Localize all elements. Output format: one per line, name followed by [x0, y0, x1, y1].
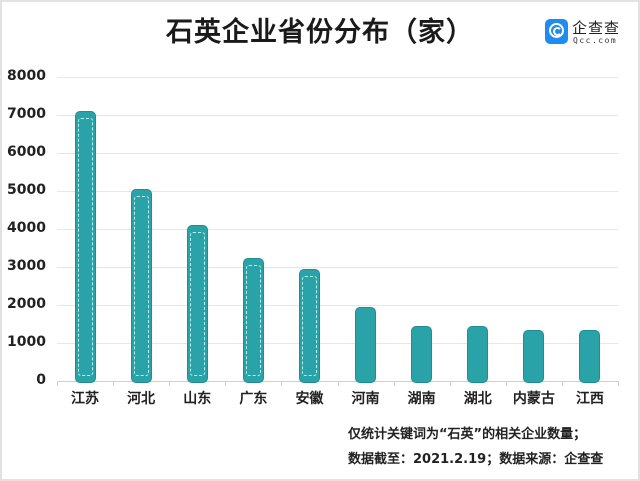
x-tick-label: 湖南 [407, 391, 436, 407]
x-tick-label: 湖北 [463, 391, 492, 407]
x-tick [281, 381, 283, 386]
bar-1 [130, 189, 152, 383]
y-tick-label: 1000 [7, 334, 46, 350]
x-tick [393, 381, 395, 386]
bar-6 [411, 325, 433, 383]
bar-5 [355, 306, 377, 383]
x-tick [449, 381, 451, 386]
chart-title: 石英企业省份分布（家） [166, 17, 474, 48]
x-tick-label: 内蒙古 [512, 391, 555, 407]
x-tick-label: 安徽 [295, 391, 324, 407]
gridline [57, 229, 618, 230]
y-tick-label: 0 [36, 372, 46, 388]
bar-0 [74, 111, 96, 383]
gridline [57, 267, 618, 268]
x-tick [337, 381, 339, 386]
bar-8 [523, 330, 545, 383]
x-tick [57, 381, 58, 386]
x-tick [505, 381, 507, 386]
bar-7 [467, 326, 489, 383]
gridline [57, 305, 618, 306]
x-tick-label: 江西 [575, 391, 604, 407]
y-tick-label: 6000 [7, 144, 46, 160]
gridline [57, 153, 618, 154]
qcc-logo: 企查查 Qcc.com [545, 17, 635, 49]
x-tick-label: 山东 [183, 391, 212, 407]
y-tick-label: 2000 [7, 296, 46, 312]
bar-3 [242, 257, 264, 383]
x-tick [618, 381, 619, 386]
logo-subtitle: Qcc.com [573, 36, 618, 45]
y-tick-label: 3000 [7, 258, 46, 274]
x-tick [113, 381, 115, 386]
logo-name: 企查查 [572, 19, 621, 37]
y-tick-label: 8000 [7, 68, 46, 84]
y-tick-label: 7000 [7, 106, 46, 122]
gridline [57, 343, 618, 344]
plot-area [57, 77, 619, 386]
y-tick-label: 5000 [7, 182, 46, 198]
gridline [57, 191, 618, 192]
x-tick-label: 河北 [127, 391, 156, 407]
bar-9 [579, 330, 601, 383]
x-tick [169, 381, 171, 386]
bar-2 [186, 225, 208, 383]
x-tick-label: 广东 [239, 391, 268, 407]
footnote-scope: 仅统计关键词为“石英”的相关企业数量； [348, 427, 587, 442]
x-tick-label: 河南 [351, 391, 380, 407]
y-tick-label: 4000 [7, 220, 46, 236]
x-tick-label: 江苏 [71, 391, 100, 407]
footnote-source: 数据截至：2021.2.19；数据来源：企查查 [348, 452, 604, 467]
gridline [57, 77, 618, 78]
qcc-logo-icon [545, 19, 568, 44]
x-tick [225, 381, 227, 386]
bar-4 [298, 268, 320, 383]
x-tick [561, 381, 563, 386]
gridline [57, 115, 618, 116]
